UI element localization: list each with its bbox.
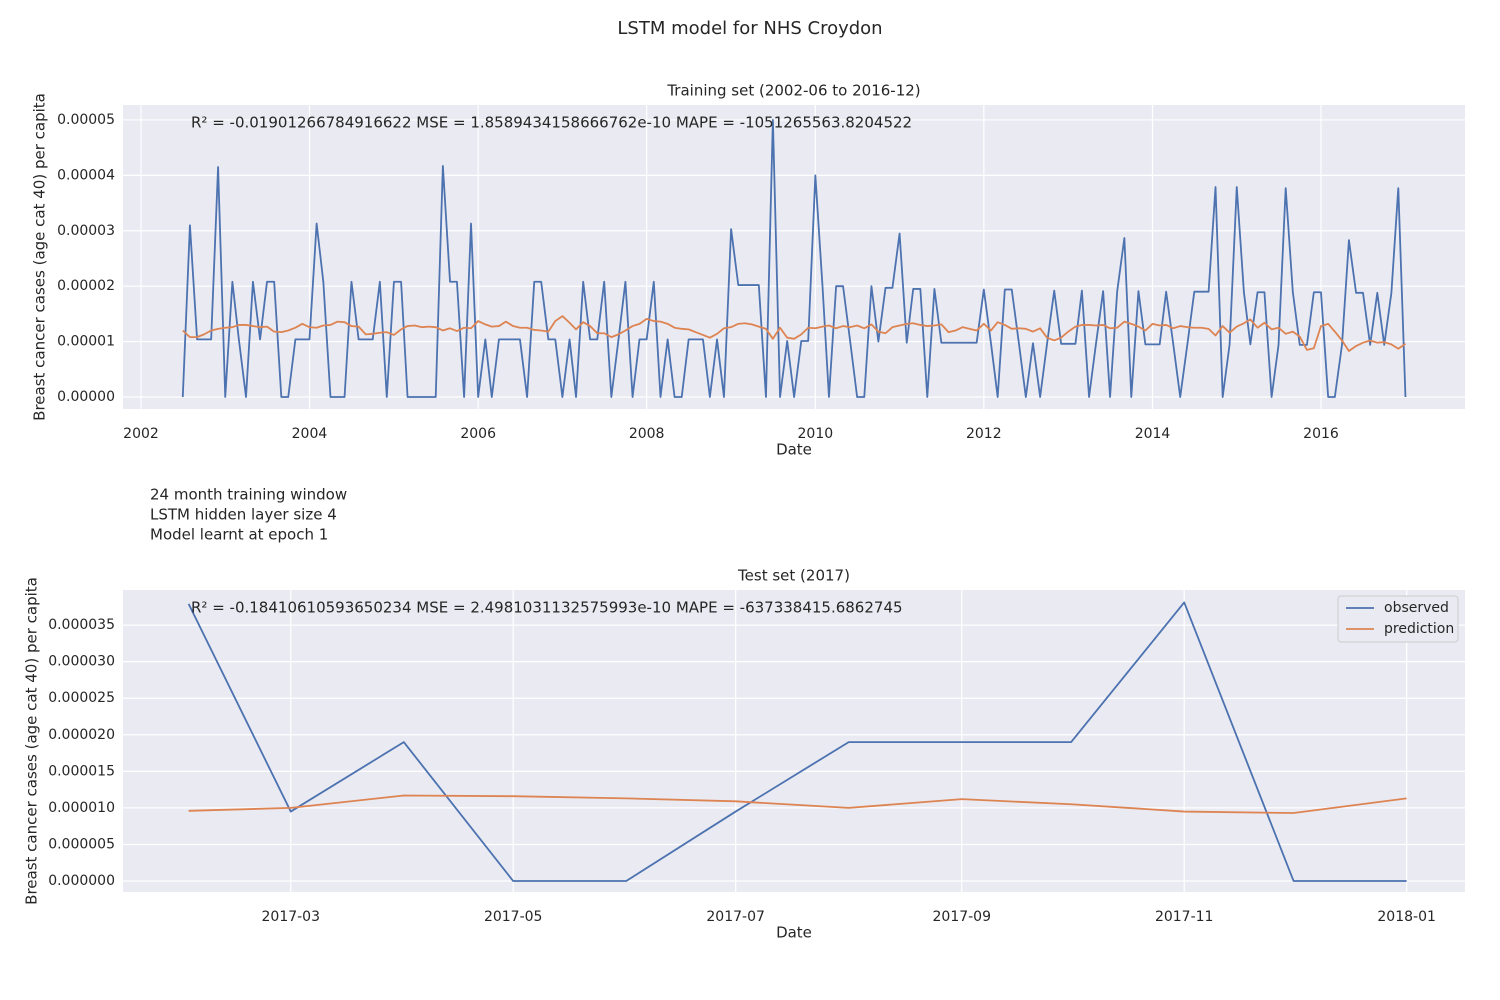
x-tick-label: 2017-09 <box>933 909 992 925</box>
y-axis-label: Breast cancer cases (age cat 40) per cap… <box>23 577 41 905</box>
series-line <box>181 119 1407 398</box>
subplot-title: Test set (2017) <box>737 567 850 585</box>
y-tick-label: 0.000030 <box>48 654 115 670</box>
x-tick-label: 2017-05 <box>484 909 543 925</box>
x-tick-label: 2004 <box>292 426 328 442</box>
subplot-title: Training set (2002-06 to 2016-12) <box>666 82 920 100</box>
series-line <box>182 315 1406 352</box>
x-tick-label: 2017-07 <box>706 909 765 925</box>
annotation: R² = -0.18410610593650234 MSE = 2.498103… <box>191 599 903 617</box>
x-tick-label: 2016 <box>1303 426 1339 442</box>
x-tick-label: 2002 <box>123 426 159 442</box>
y-tick-label: 0.000010 <box>48 800 115 816</box>
y-tick-label: 0.00000 <box>57 389 115 405</box>
y-tick-label: 0.000005 <box>48 836 115 852</box>
x-tick-label: 2006 <box>460 426 496 442</box>
y-tick-label: 0.00002 <box>57 278 115 294</box>
figure-title: LSTM model for NHS Croydon <box>617 18 882 39</box>
x-axis-label: Date <box>776 441 812 459</box>
y-tick-label: 0.000000 <box>48 873 115 889</box>
y-axis-label: Breast cancer cases (age cat 40) per cap… <box>31 93 49 421</box>
y-tick-label: 0.00005 <box>57 112 115 128</box>
x-tick-label: 2017-03 <box>262 909 321 925</box>
x-tick-label: 2010 <box>798 426 834 442</box>
y-tick-label: 0.000025 <box>48 690 115 706</box>
legend-label: prediction <box>1384 621 1454 637</box>
note: LSTM hidden layer size 4 <box>150 506 337 524</box>
x-axis-label: Date <box>776 924 812 942</box>
annotation: R² = -0.01901266784916622 MSE = 1.858943… <box>191 114 912 132</box>
y-tick-label: 0.000035 <box>48 617 115 633</box>
plot-area <box>123 590 1465 892</box>
series-line <box>187 601 1407 882</box>
x-tick-label: 2017-11 <box>1155 909 1214 925</box>
y-tick-label: 0.000020 <box>48 727 115 743</box>
legend-label: observed <box>1384 600 1449 616</box>
x-tick-label: 2012 <box>966 426 1002 442</box>
y-tick-label: 0.000015 <box>48 763 115 779</box>
x-tick-label: 2014 <box>1135 426 1171 442</box>
y-tick-label: 0.00003 <box>57 223 115 239</box>
x-tick-label: 2018-01 <box>1377 909 1436 925</box>
x-tick-label: 2008 <box>629 426 665 442</box>
series-line <box>188 794 1407 814</box>
y-tick-label: 0.00001 <box>57 334 115 350</box>
note: 24 month training window <box>150 486 347 504</box>
y-tick-label: 0.00004 <box>57 167 115 183</box>
note: Model learnt at epoch 1 <box>150 526 328 544</box>
plot-area <box>123 105 1465 409</box>
